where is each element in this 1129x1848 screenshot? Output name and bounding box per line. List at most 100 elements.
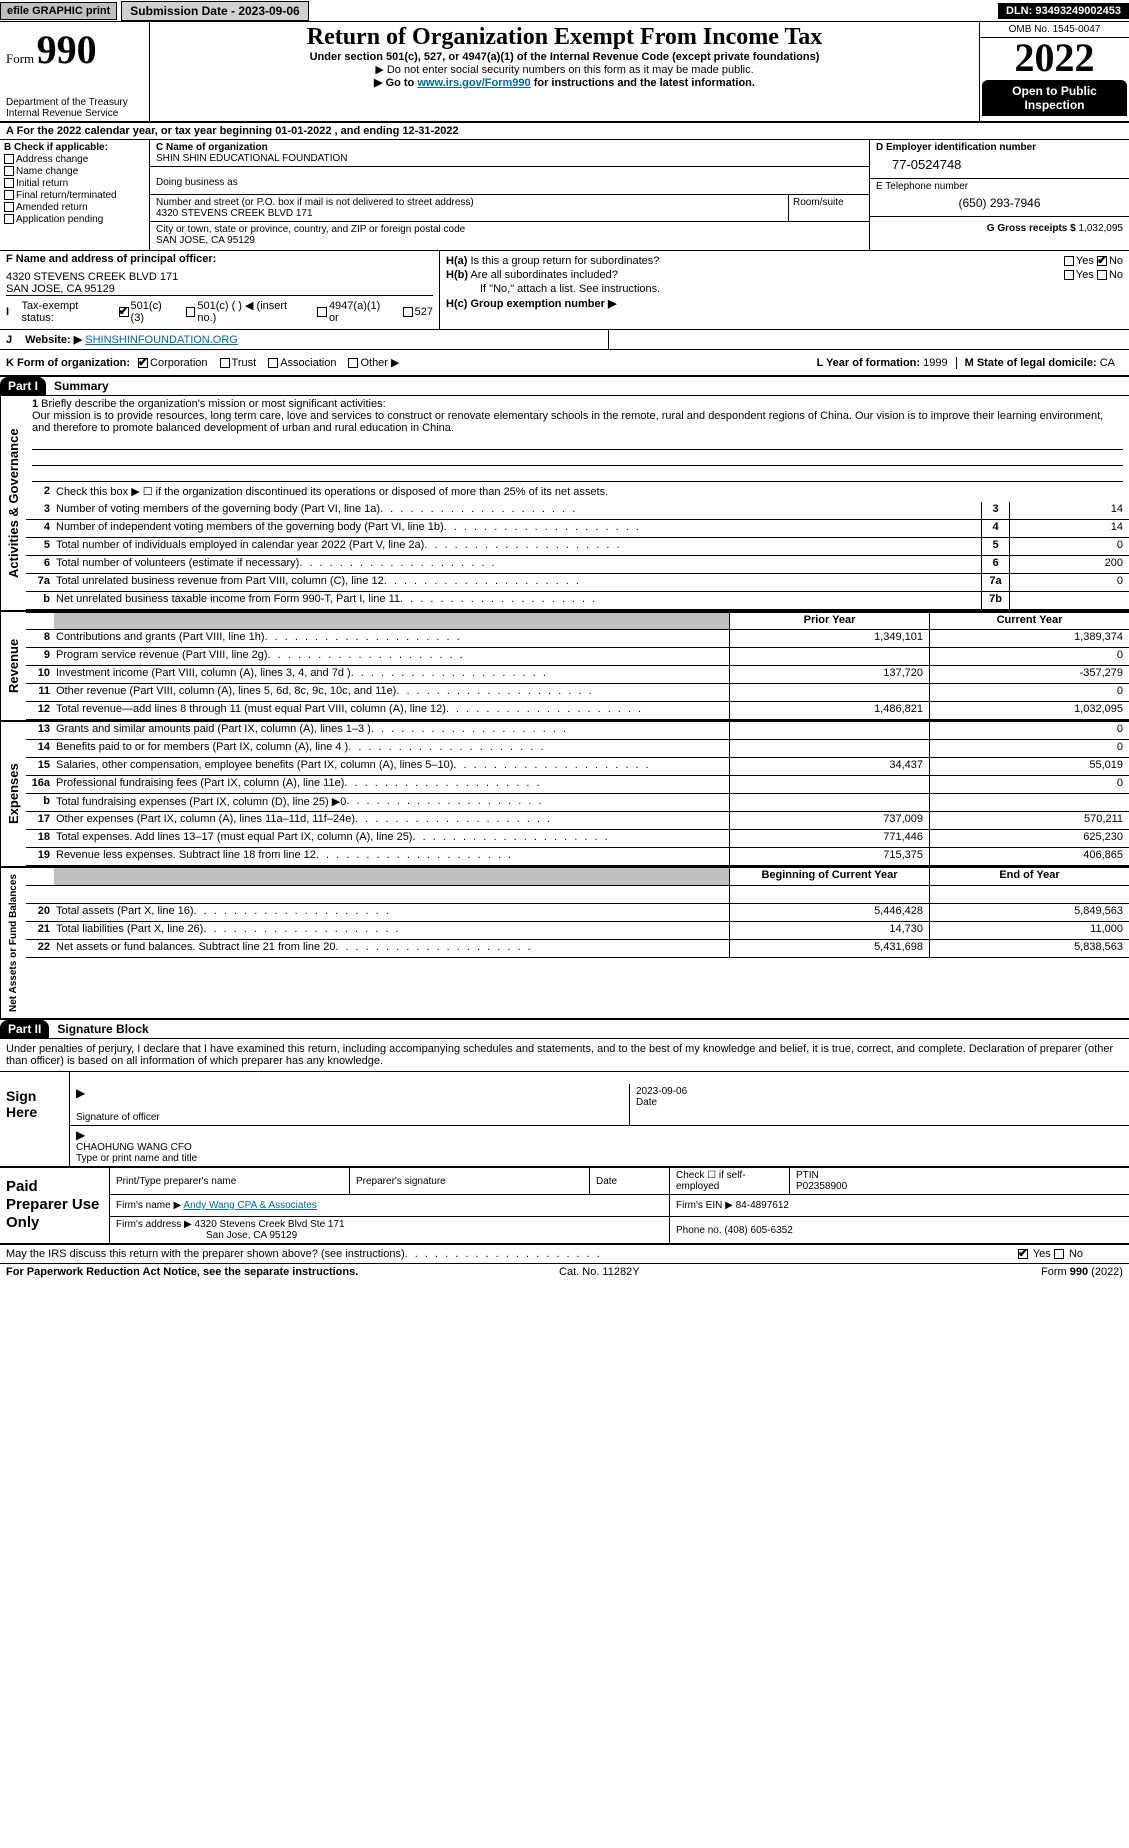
chk-application-pending[interactable]: Application pending — [4, 214, 145, 225]
chk-amended-return[interactable]: Amended return — [4, 202, 145, 213]
row-j-website: J Website: ▶ SHINSHINFOUNDATION.ORG — [0, 330, 1129, 350]
col-beginning-year: Beginning of Current Year — [729, 868, 929, 885]
note2-post: for instructions and the latest informat… — [531, 77, 755, 89]
irs-link[interactable]: www.irs.gov/Form990 — [417, 77, 530, 89]
summary-line: 22Net assets or fund balances. Subtract … — [26, 940, 1129, 958]
vtab-revenue: Revenue — [0, 612, 26, 720]
chk-final-return[interactable]: Final return/terminated — [4, 190, 145, 201]
row-j-right — [609, 330, 1129, 349]
col-end-year: End of Year — [929, 868, 1129, 885]
firm-ein-value: 84-4897612 — [736, 1200, 789, 1211]
footer-right-num: 990 — [1070, 1266, 1088, 1278]
yes-label: Yes — [1076, 269, 1094, 281]
mission-block: 1 Briefly describe the organization's mi… — [26, 396, 1129, 484]
footer-right-post: (2022) — [1088, 1266, 1123, 1278]
dba-label: Doing business as — [156, 177, 863, 188]
summary-line: bTotal fundraising expenses (Part IX, co… — [26, 794, 1129, 812]
may-irs-discuss: May the IRS discuss this return with the… — [0, 1245, 1129, 1264]
may-text: May the IRS discuss this return with the… — [6, 1248, 405, 1260]
chk-name-change[interactable]: Name change — [4, 166, 145, 177]
tax-exempt-label: Tax-exempt status: — [21, 300, 110, 324]
header-right: OMB No. 1545-0047 2022 Open to Public In… — [979, 22, 1129, 121]
website-link[interactable]: SHINSHINFOUNDATION.ORG — [85, 334, 238, 346]
opt-527: 527 — [415, 306, 433, 318]
summary-line: 11Other revenue (Part VIII, column (A), … — [26, 684, 1129, 702]
chk-other[interactable] — [348, 358, 358, 368]
firm-name-link[interactable]: Andy Wang CPA & Associates — [183, 1200, 316, 1211]
opt-other: Other ▶ — [360, 356, 399, 369]
opt-501c: 501(c) ( ) ◀ (insert no.) — [197, 299, 305, 324]
part1-header-row: Part I Summary — [0, 377, 1129, 396]
mission-text: Our mission is to provide resources, lon… — [32, 410, 1123, 434]
prep-selfemp-label: Check ☐ if self-employed — [676, 1170, 783, 1192]
summary-line: 6Total number of volunteers (estimate if… — [26, 556, 1129, 574]
part2-badge: Part II — [0, 1020, 49, 1038]
firm-name-label: Firm's name ▶ — [116, 1200, 181, 1211]
chk-trust[interactable] — [220, 358, 230, 368]
col-b-title: B Check if applicable: — [4, 142, 145, 153]
row-i-letter: I — [6, 306, 21, 318]
block-fgh: F Name and address of principal officer:… — [0, 251, 1129, 330]
footer-left: For Paperwork Reduction Act Notice, see … — [6, 1266, 358, 1278]
chk-address-change[interactable]: Address change — [4, 154, 145, 165]
chk-corporation[interactable] — [138, 358, 148, 368]
row-k-label: K Form of organization: — [6, 357, 130, 369]
col-c-org-info: C Name of organization SHIN SHIN EDUCATI… — [150, 140, 869, 250]
chk-501c[interactable] — [186, 307, 196, 317]
dots — [405, 1248, 978, 1260]
summary-line: 9Program service revenue (Part VIII, lin… — [26, 648, 1129, 666]
note2-pre: ▶ Go to — [374, 77, 417, 89]
section-activities-governance: Activities & Governance 1 Briefly descri… — [0, 396, 1129, 612]
hb-note: If "No," attach a list. See instructions… — [446, 283, 1123, 295]
chk-label: Amended return — [16, 202, 88, 213]
summary-line: 10Investment income (Part VIII, column (… — [26, 666, 1129, 684]
summary-line: 13Grants and similar amounts paid (Part … — [26, 722, 1129, 740]
chk-hb-no[interactable] — [1097, 270, 1107, 280]
chk-4947[interactable] — [317, 307, 327, 317]
section-net-assets: Net Assets or Fund Balances Beginning of… — [0, 868, 1129, 1020]
ein-value: 77-0524748 — [876, 153, 1123, 176]
city-value: SAN JOSE, CA 95129 — [156, 235, 863, 246]
ptin-value: P02358900 — [796, 1181, 1123, 1192]
row-j-letter: J — [6, 334, 22, 346]
chk-hb-yes[interactable] — [1064, 270, 1074, 280]
website-label: Website: ▶ — [25, 334, 82, 346]
opt-trust: Trust — [232, 357, 257, 369]
firm-ein-label: Firm's EIN ▶ — [676, 1200, 733, 1211]
opt-corporation: Corporation — [150, 357, 207, 369]
summary-line: 3Number of voting members of the governi… — [26, 502, 1129, 520]
ein-label: D Employer identification number — [876, 142, 1036, 153]
firm-phone-value: (408) 605-6352 — [724, 1225, 792, 1236]
l-value: 1999 — [923, 357, 947, 369]
paid-preparer-label: Paid Preparer Use Only — [0, 1168, 110, 1243]
sig-name: CHAOHUNG WANG CFO — [76, 1142, 1123, 1153]
opt-association: Association — [280, 357, 336, 369]
submission-date-button[interactable]: Submission Date - 2023-09-06 — [121, 1, 308, 21]
street-value: 4320 STEVENS CREEK BLVD 171 — [156, 208, 782, 219]
chk-501c3[interactable] — [119, 307, 129, 317]
irs-label: Internal Revenue Service — [6, 108, 143, 119]
summary-line: 21Total liabilities (Part X, line 26)14,… — [26, 922, 1129, 940]
part1-badge: Part I — [0, 377, 46, 395]
chk-ha-no[interactable] — [1097, 256, 1107, 266]
chk-initial-return[interactable]: Initial return — [4, 178, 145, 189]
signature-declaration: Under penalties of perjury, I declare th… — [0, 1039, 1129, 1072]
chk-may-no[interactable] — [1054, 1249, 1064, 1259]
firm-addr-label: Firm's address ▶ — [116, 1219, 192, 1230]
firm-addr2: San Jose, CA 95129 — [116, 1230, 663, 1241]
chk-label: Address change — [16, 154, 88, 165]
header-center: Return of Organization Exempt From Incom… — [150, 22, 979, 121]
chk-association[interactable] — [268, 358, 278, 368]
chk-ha-yes[interactable] — [1064, 256, 1074, 266]
city-label: City or town, state or province, country… — [156, 224, 863, 235]
form-number: Form 990 — [6, 26, 143, 73]
form-note1: ▶ Do not enter social security numbers o… — [154, 63, 975, 76]
chk-may-yes[interactable] — [1018, 1249, 1028, 1259]
chk-label: Final return/terminated — [16, 190, 117, 201]
col-b-checkboxes: B Check if applicable: Address change Na… — [0, 140, 150, 250]
dln-label: DLN: 93493249002453 — [998, 3, 1129, 19]
summary-line: 19Revenue less expenses. Subtract line 1… — [26, 848, 1129, 866]
block-bcd: B Check if applicable: Address change Na… — [0, 140, 1129, 251]
form-prefix: Form — [6, 51, 34, 66]
chk-527[interactable] — [403, 307, 413, 317]
